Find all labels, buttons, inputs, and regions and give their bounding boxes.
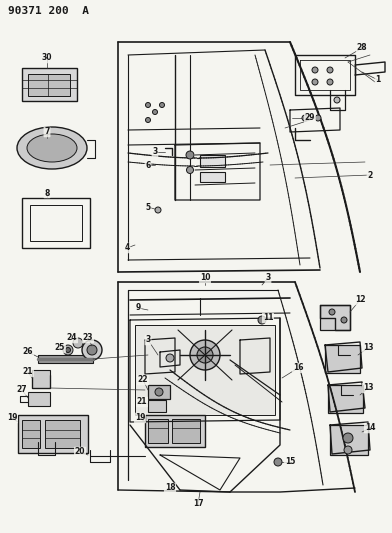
Bar	[45, 420, 80, 448]
Bar	[22, 68, 77, 101]
Text: 7: 7	[44, 127, 50, 136]
Bar	[200, 172, 225, 182]
Text: 27: 27	[17, 385, 27, 394]
Circle shape	[274, 458, 282, 466]
Text: 19: 19	[7, 414, 17, 423]
Text: 16: 16	[293, 364, 303, 373]
Circle shape	[73, 338, 83, 348]
Text: 25: 25	[55, 343, 65, 352]
Bar	[22, 198, 90, 248]
Circle shape	[302, 115, 308, 121]
Bar	[28, 392, 50, 406]
Text: 20: 20	[75, 448, 85, 456]
Circle shape	[341, 317, 347, 323]
Bar	[32, 370, 50, 388]
Bar	[135, 325, 275, 415]
Circle shape	[155, 388, 163, 396]
Text: 28: 28	[357, 44, 367, 52]
Circle shape	[258, 316, 266, 324]
Circle shape	[343, 433, 353, 443]
Circle shape	[152, 109, 158, 115]
Bar	[18, 415, 88, 453]
Text: 4: 4	[124, 244, 130, 253]
Bar	[28, 74, 70, 96]
Circle shape	[82, 340, 102, 360]
Text: 13: 13	[363, 384, 373, 392]
Circle shape	[315, 115, 321, 121]
Circle shape	[145, 102, 151, 108]
Text: 23: 23	[83, 334, 93, 343]
Circle shape	[145, 117, 151, 123]
Text: 3: 3	[145, 335, 151, 344]
Bar	[148, 419, 168, 443]
Text: 6: 6	[145, 160, 151, 169]
Bar	[30, 205, 82, 241]
Text: 9: 9	[135, 303, 141, 312]
Text: 3: 3	[152, 148, 158, 157]
Text: 15: 15	[285, 457, 295, 466]
Text: 3: 3	[265, 273, 270, 282]
Ellipse shape	[197, 347, 213, 363]
Text: 17: 17	[193, 499, 203, 508]
Text: 24: 24	[67, 334, 77, 343]
Circle shape	[334, 97, 340, 103]
Bar	[145, 415, 205, 447]
Text: 21: 21	[137, 398, 147, 407]
Text: 12: 12	[355, 295, 365, 304]
Text: 5: 5	[145, 203, 151, 212]
Ellipse shape	[190, 340, 220, 370]
Text: 30: 30	[42, 53, 52, 62]
Circle shape	[329, 309, 335, 315]
Circle shape	[312, 67, 318, 73]
Bar	[148, 400, 166, 412]
Text: 14: 14	[365, 424, 375, 432]
Bar	[325, 345, 360, 373]
Text: 29: 29	[305, 114, 315, 123]
Text: 13: 13	[363, 343, 373, 352]
Circle shape	[63, 345, 73, 355]
Text: 8: 8	[44, 189, 50, 198]
Ellipse shape	[17, 127, 87, 169]
Circle shape	[166, 354, 174, 362]
Text: 18: 18	[165, 483, 175, 492]
Ellipse shape	[27, 134, 77, 162]
Circle shape	[187, 166, 194, 174]
Text: 10: 10	[200, 273, 210, 282]
Text: 21: 21	[23, 367, 33, 376]
Circle shape	[327, 79, 333, 85]
Text: 19: 19	[135, 414, 145, 423]
Circle shape	[155, 207, 161, 213]
Bar	[38, 355, 93, 363]
Circle shape	[312, 79, 318, 85]
Text: 26: 26	[23, 348, 33, 357]
Circle shape	[87, 345, 97, 355]
Text: 2: 2	[367, 171, 373, 180]
Bar	[330, 425, 368, 455]
Circle shape	[160, 102, 165, 108]
Text: 22: 22	[138, 376, 148, 384]
Circle shape	[327, 67, 333, 73]
Bar	[320, 305, 350, 330]
Bar	[22, 420, 40, 448]
Text: 11: 11	[263, 313, 273, 322]
Text: 1: 1	[376, 76, 381, 85]
Circle shape	[65, 348, 71, 352]
Bar	[148, 385, 170, 399]
Bar	[328, 385, 363, 413]
Circle shape	[344, 446, 352, 454]
Text: 90371 200  A: 90371 200 A	[8, 6, 89, 16]
Bar	[200, 155, 225, 167]
Circle shape	[186, 151, 194, 159]
Bar	[172, 419, 200, 443]
